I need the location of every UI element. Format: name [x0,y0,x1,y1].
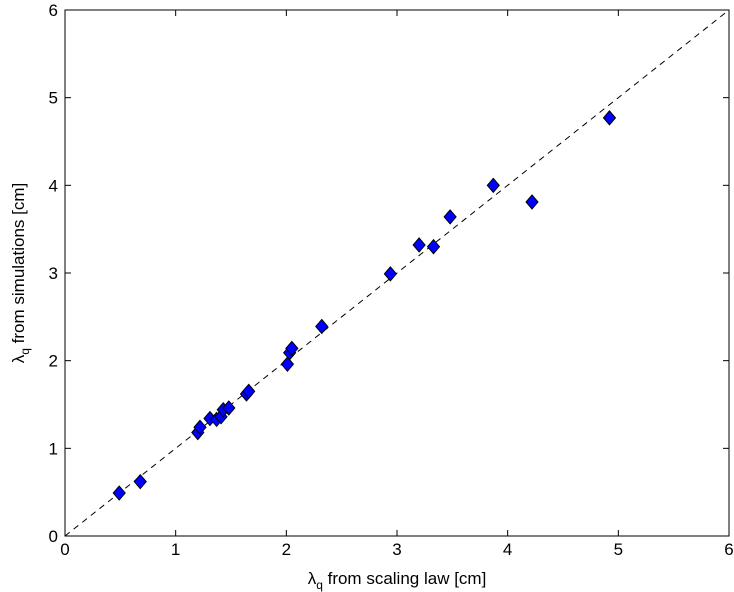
data-point [285,340,299,357]
x-axis-label-text: from scaling law [cm] [323,569,486,588]
data-point [315,318,329,335]
reference-line [64,9,730,537]
y-tick-label: 1 [49,439,58,458]
x-tick-label: 1 [171,540,180,559]
y-tick-label: 4 [49,176,58,195]
x-tick-label: 0 [60,540,69,559]
y-tick-label: 0 [49,527,58,546]
x-axis-label-subscript: q [316,578,323,592]
x-tick-label: 4 [503,540,512,559]
y-tick-label: 6 [49,1,58,20]
y-tick-label: 5 [49,89,58,108]
data-point [426,238,441,255]
y-axis-label-symbol: λ [9,354,28,363]
data-points [112,110,617,501]
data-point [383,266,398,282]
data-point [193,419,207,436]
data-point [222,400,236,416]
x-axis-label: λq from scaling law [cm] [308,569,487,592]
data-point [280,356,295,372]
data-point [412,237,426,253]
x-tick-label: 6 [724,540,733,559]
x-axis-label-symbol: λ [308,569,317,588]
y-axis-label: λq from simulations [cm] [9,183,32,364]
y-tick-labels: 0 1 2 3 4 5 6 [49,1,58,546]
x-tick-label: 2 [282,540,291,559]
x-tick-label: 3 [392,540,401,559]
y-tick-label: 3 [49,264,58,283]
data-point [602,110,617,126]
x-tick-label: 5 [614,540,623,559]
data-point [112,485,126,501]
data-point [133,473,147,490]
data-point [242,383,256,400]
data-point [525,194,539,210]
x-ticks [64,10,730,536]
data-point [443,209,457,225]
x-tick-labels: 0 1 2 3 4 5 6 [60,540,733,559]
y-tick-label: 2 [49,352,58,371]
y-axis-label-subscript: q [18,348,32,355]
y-axis-label-text: from simulations [cm] [9,183,28,348]
y-ticks [65,9,729,537]
data-point [486,177,500,194]
